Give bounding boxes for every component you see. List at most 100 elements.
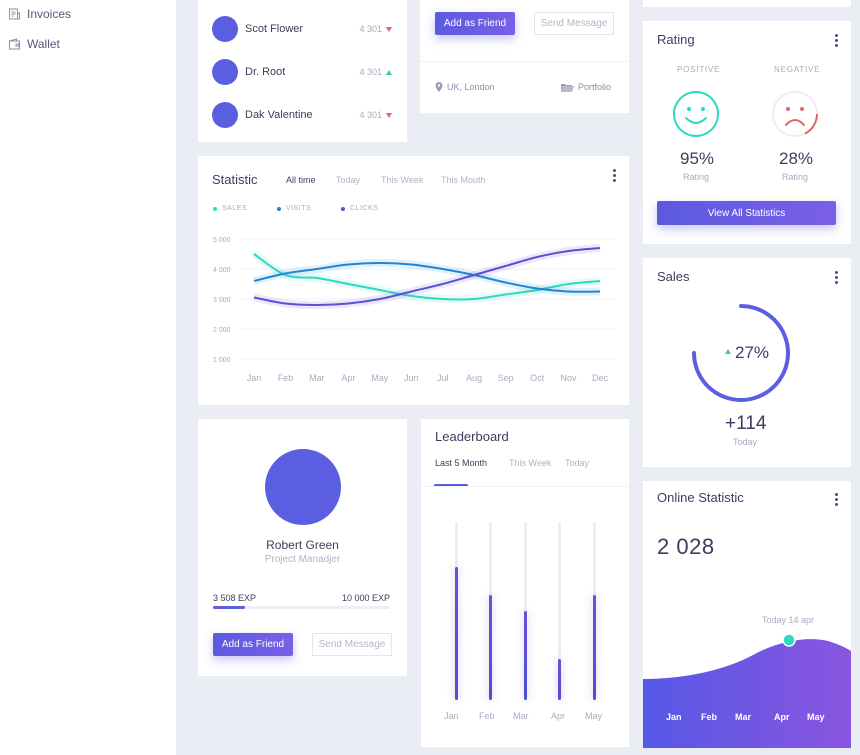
smile-icon <box>673 91 719 137</box>
x-tick-label: Aug <box>466 373 482 383</box>
month-label: Jan <box>444 711 459 721</box>
positive-label: POSITIVE <box>677 65 721 74</box>
contact-name: Dr. Root <box>245 66 286 78</box>
sales-percent: 27% <box>735 343 770 362</box>
exp-progress-fill <box>213 606 245 609</box>
contact-value: 4 301 <box>359 24 382 34</box>
x-tick-label: Jun <box>404 373 419 383</box>
x-tick-label: Nov <box>561 373 578 383</box>
month-label: Feb <box>701 712 718 722</box>
negative-value: 28% <box>779 149 814 168</box>
leaderboard-card: Leaderboard Last 5 Month This Week Today… <box>421 419 629 747</box>
sales-progress-ring <box>692 304 790 402</box>
contact-name: Dak Valentine <box>245 109 313 121</box>
profile-card: Robert Green Project Manadjer 3 508 EXP … <box>198 419 407 676</box>
negative-caption: Rating <box>782 172 809 182</box>
add-friend-button[interactable]: Add as Friend <box>435 12 515 35</box>
leaderboard-bar <box>558 659 561 700</box>
view-all-statistics-button[interactable]: View All Statistics <box>657 201 836 225</box>
avatar <box>212 16 238 42</box>
wallet-icon <box>9 37 20 49</box>
online-title: Online Statistic <box>657 490 744 505</box>
trend-up-icon <box>725 349 731 354</box>
leaderboard-bar <box>455 566 458 700</box>
rating-card: Rating POSITIVE NEGATIVE 95% 28% Rating … <box>643 21 851 244</box>
location-pin-icon <box>435 82 443 92</box>
x-tick-label: Feb <box>278 373 294 383</box>
y-tick-label: 4 000 <box>213 267 231 274</box>
tab-last-5-month[interactable]: Last 5 Month <box>435 458 488 468</box>
leaderboard-bar <box>524 611 527 700</box>
tab-this-week[interactable]: This Week <box>509 458 552 468</box>
y-tick-label: 5 000 <box>213 237 231 244</box>
more-options-icon[interactable] <box>835 271 839 286</box>
online-point-marker <box>782 633 796 647</box>
y-tick-label: 3 000 <box>213 297 231 304</box>
series-line-clicks <box>253 247 601 307</box>
profile-name: Robert Green <box>266 538 339 552</box>
tab-this-month[interactable]: This Mouth <box>441 175 486 185</box>
sales-title: Sales <box>657 269 690 284</box>
legend-sales: SALES <box>213 205 247 212</box>
divider <box>420 61 629 62</box>
sidebar-item-label: Wallet <box>27 37 60 51</box>
x-tick-label: May <box>371 373 389 383</box>
positive-caption: Rating <box>683 172 710 182</box>
sidebar-item-label: Invoices <box>27 7 72 21</box>
x-tick-label: Dec <box>592 373 609 383</box>
avatar <box>212 102 238 128</box>
series-line-visits <box>253 261 601 293</box>
portfolio-text: Portfolio <box>578 82 612 92</box>
online-statistic-card: Online Statistic 2 028 Today 14 apr Jan … <box>643 481 851 748</box>
contact-row[interactable]: Scot Flower 4 301 <box>212 15 392 43</box>
x-tick-label: Oct <box>530 373 545 383</box>
leaderboard-bar <box>593 594 596 700</box>
online-value: 2 028 <box>657 534 715 559</box>
add-friend-button[interactable]: Add as Friend <box>213 633 293 656</box>
send-message-button[interactable]: Send Message <box>534 12 614 35</box>
contacts-card: Scot Flower 4 301 Dr. Root 4 301 Dak Val… <box>198 0 407 142</box>
portfolio-link[interactable]: Portfolio <box>561 82 611 92</box>
leaderboard-bar-track <box>558 522 561 700</box>
invoice-icon <box>9 8 20 19</box>
x-tick-label: Jul <box>437 373 449 383</box>
location-text: UK, London <box>447 82 495 92</box>
contact-row[interactable]: Dak Valentine 4 301 <box>212 101 392 129</box>
tab-this-week[interactable]: This Week <box>381 175 424 185</box>
sales-delta: +114 <box>725 413 767 434</box>
trend-down-icon <box>386 26 392 32</box>
contact-name: Scot Flower <box>245 23 304 35</box>
tab-today[interactable]: Today <box>336 175 361 185</box>
month-label: Mar <box>735 712 752 722</box>
x-tick-label: Jan <box>247 373 262 383</box>
send-message-button[interactable]: Send Message <box>312 633 392 656</box>
sad-face-icon <box>772 91 818 137</box>
tab-all-time[interactable]: All time <box>286 175 316 185</box>
exp-current: 3 508 EXP <box>213 593 257 603</box>
sidebar: Invoices Wallet <box>0 0 176 755</box>
y-tick-label: 1 000 <box>213 357 231 364</box>
tab-today[interactable]: Today <box>565 458 590 468</box>
more-options-icon[interactable] <box>835 34 839 49</box>
sales-card: Sales 27% +114 Today <box>643 258 851 467</box>
month-label: Feb <box>479 711 495 721</box>
month-label: Mar <box>513 711 529 721</box>
contact-row[interactable]: Dr. Root 4 301 <box>212 58 392 86</box>
trend-down-icon <box>386 112 392 118</box>
x-tick-label: Mar <box>309 373 325 383</box>
more-options-icon[interactable] <box>835 493 839 508</box>
sidebar-item-invoices[interactable]: Invoices <box>8 7 71 21</box>
online-tooltip: Today 14 apr <box>762 615 815 625</box>
month-label: Apr <box>551 711 566 721</box>
negative-label: NEGATIVE <box>774 65 821 74</box>
location: UK, London <box>435 82 495 92</box>
rating-title: Rating <box>657 32 695 47</box>
divider <box>421 486 629 487</box>
more-options-icon[interactable] <box>613 169 617 184</box>
sales-caption: Today <box>733 437 758 447</box>
folder-icon <box>561 83 574 92</box>
profile-top-card: Add as Friend Send Message UK, London Po… <box>420 0 629 113</box>
leaderboard-title: Leaderboard <box>435 429 509 444</box>
trend-up-icon <box>386 69 392 75</box>
sidebar-item-wallet[interactable]: Wallet <box>8 37 60 51</box>
